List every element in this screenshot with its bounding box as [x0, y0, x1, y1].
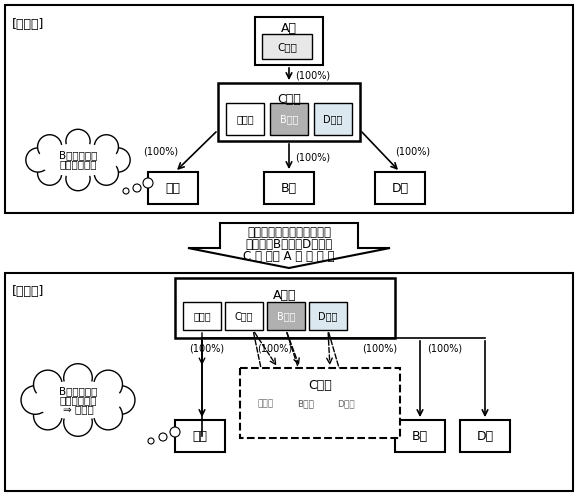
FancyBboxPatch shape [175, 278, 395, 338]
Ellipse shape [23, 138, 133, 182]
Circle shape [106, 386, 135, 414]
Text: B社株: B社株 [298, 400, 314, 409]
FancyBboxPatch shape [262, 34, 312, 59]
Circle shape [94, 161, 118, 185]
Text: (100%): (100%) [362, 343, 397, 353]
Text: B社株式譲渡: B社株式譲渡 [59, 386, 97, 396]
FancyBboxPatch shape [183, 302, 221, 330]
FancyBboxPatch shape [225, 302, 263, 330]
FancyBboxPatch shape [328, 392, 364, 416]
Text: A　社: A 社 [273, 289, 297, 302]
Circle shape [106, 148, 130, 172]
Text: C　社: C 社 [308, 379, 332, 392]
Text: 当社株・B社株・D社株を: 当社株・B社株・D社株を [245, 238, 332, 250]
FancyBboxPatch shape [240, 368, 400, 438]
Circle shape [143, 178, 153, 188]
Text: (100%): (100%) [143, 146, 178, 156]
Text: ⇒ 継　続: ⇒ 継 続 [63, 404, 93, 414]
FancyBboxPatch shape [264, 172, 314, 204]
Text: B社株式譲渡: B社株式譲渡 [59, 151, 97, 161]
Circle shape [66, 129, 90, 154]
Text: B社: B社 [281, 181, 297, 194]
Text: 益の繰延処理: 益の繰延処理 [59, 160, 97, 169]
Text: D社株: D社株 [337, 400, 355, 409]
Ellipse shape [19, 374, 137, 426]
Circle shape [159, 433, 167, 441]
Text: 当社: 当社 [165, 181, 180, 194]
Text: (100%): (100%) [395, 146, 430, 156]
Circle shape [123, 188, 129, 194]
FancyBboxPatch shape [314, 103, 352, 135]
Circle shape [94, 370, 122, 399]
Text: 当社株: 当社株 [258, 400, 274, 409]
Circle shape [66, 166, 90, 191]
Text: (100%): (100%) [190, 343, 224, 353]
FancyBboxPatch shape [460, 420, 510, 452]
Circle shape [64, 364, 92, 392]
Text: (100%): (100%) [258, 343, 292, 353]
FancyBboxPatch shape [218, 83, 360, 141]
Text: C社株: C社株 [277, 42, 297, 52]
Text: A社: A社 [281, 22, 297, 35]
Text: B社: B社 [412, 429, 428, 442]
Text: D社: D社 [476, 429, 494, 442]
FancyBboxPatch shape [395, 420, 445, 452]
Text: (100%): (100%) [295, 70, 330, 80]
Circle shape [94, 401, 122, 430]
FancyBboxPatch shape [375, 172, 425, 204]
Text: 益の繰延処理: 益の繰延処理 [59, 395, 97, 405]
Text: [割分後]: [割分後] [12, 285, 45, 298]
Text: C 社 から A 社 に 移 転: C 社 から A 社 に 移 転 [243, 249, 335, 262]
FancyBboxPatch shape [267, 302, 305, 330]
Text: D社: D社 [392, 181, 408, 194]
Text: D社株: D社株 [323, 114, 343, 124]
Text: B社株: B社株 [280, 114, 298, 124]
FancyBboxPatch shape [248, 392, 284, 416]
FancyBboxPatch shape [5, 5, 573, 213]
FancyBboxPatch shape [5, 273, 573, 491]
Text: [分割前]: [分割前] [12, 18, 45, 31]
Text: 当社: 当社 [193, 429, 208, 442]
FancyBboxPatch shape [148, 172, 198, 204]
Text: 当社株: 当社株 [236, 114, 254, 124]
Circle shape [21, 386, 50, 414]
FancyBboxPatch shape [226, 103, 264, 135]
Polygon shape [188, 223, 390, 268]
Circle shape [38, 161, 61, 185]
FancyBboxPatch shape [309, 302, 347, 330]
FancyBboxPatch shape [288, 392, 324, 416]
Circle shape [148, 438, 154, 444]
FancyBboxPatch shape [255, 17, 323, 65]
Text: C社株: C社株 [235, 311, 253, 321]
Text: B社株: B社株 [277, 311, 295, 321]
Circle shape [26, 148, 50, 172]
Circle shape [34, 370, 62, 399]
Text: C　社: C 社 [277, 93, 301, 106]
Ellipse shape [34, 381, 122, 419]
Circle shape [170, 427, 180, 437]
Ellipse shape [37, 144, 119, 176]
Circle shape [38, 135, 61, 159]
Text: 適格分割（無対価）により: 適格分割（無対価）により [247, 226, 331, 239]
Text: D社株: D社株 [318, 311, 338, 321]
Circle shape [94, 135, 118, 159]
Circle shape [64, 408, 92, 436]
FancyBboxPatch shape [175, 420, 225, 452]
Text: (100%): (100%) [427, 343, 463, 353]
Text: 当社株: 当社株 [193, 311, 211, 321]
Circle shape [133, 184, 141, 192]
FancyBboxPatch shape [270, 103, 308, 135]
Text: (100%): (100%) [295, 152, 330, 162]
Circle shape [34, 401, 62, 430]
